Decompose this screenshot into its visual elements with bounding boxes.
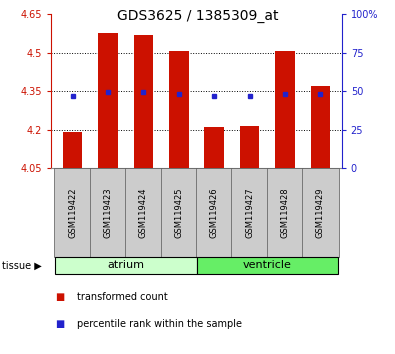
Text: ventricle: ventricle [243, 261, 292, 270]
Bar [205, 127, 224, 168]
Text: GDS3625 / 1385309_at: GDS3625 / 1385309_at [117, 9, 278, 23]
Text: GSM119429: GSM119429 [316, 187, 325, 238]
Text: ■: ■ [55, 292, 64, 302]
Bar [311, 86, 330, 168]
Bar [134, 35, 153, 168]
Text: transformed count: transformed count [77, 292, 168, 302]
Text: GSM119426: GSM119426 [210, 187, 219, 238]
Text: GSM119424: GSM119424 [139, 187, 148, 238]
Bar [98, 33, 118, 168]
Bar [63, 132, 82, 168]
Text: GSM119428: GSM119428 [280, 187, 290, 238]
Text: atrium: atrium [107, 261, 144, 270]
Text: percentile rank within the sample: percentile rank within the sample [77, 319, 242, 329]
Bar [169, 51, 188, 168]
Bar [240, 126, 260, 168]
Text: tissue ▶: tissue ▶ [2, 261, 42, 270]
Text: ■: ■ [55, 319, 64, 329]
Text: GSM119423: GSM119423 [103, 187, 113, 238]
Text: GSM119422: GSM119422 [68, 187, 77, 238]
Text: GSM119427: GSM119427 [245, 187, 254, 238]
Bar [275, 51, 295, 168]
Text: GSM119425: GSM119425 [174, 187, 183, 238]
